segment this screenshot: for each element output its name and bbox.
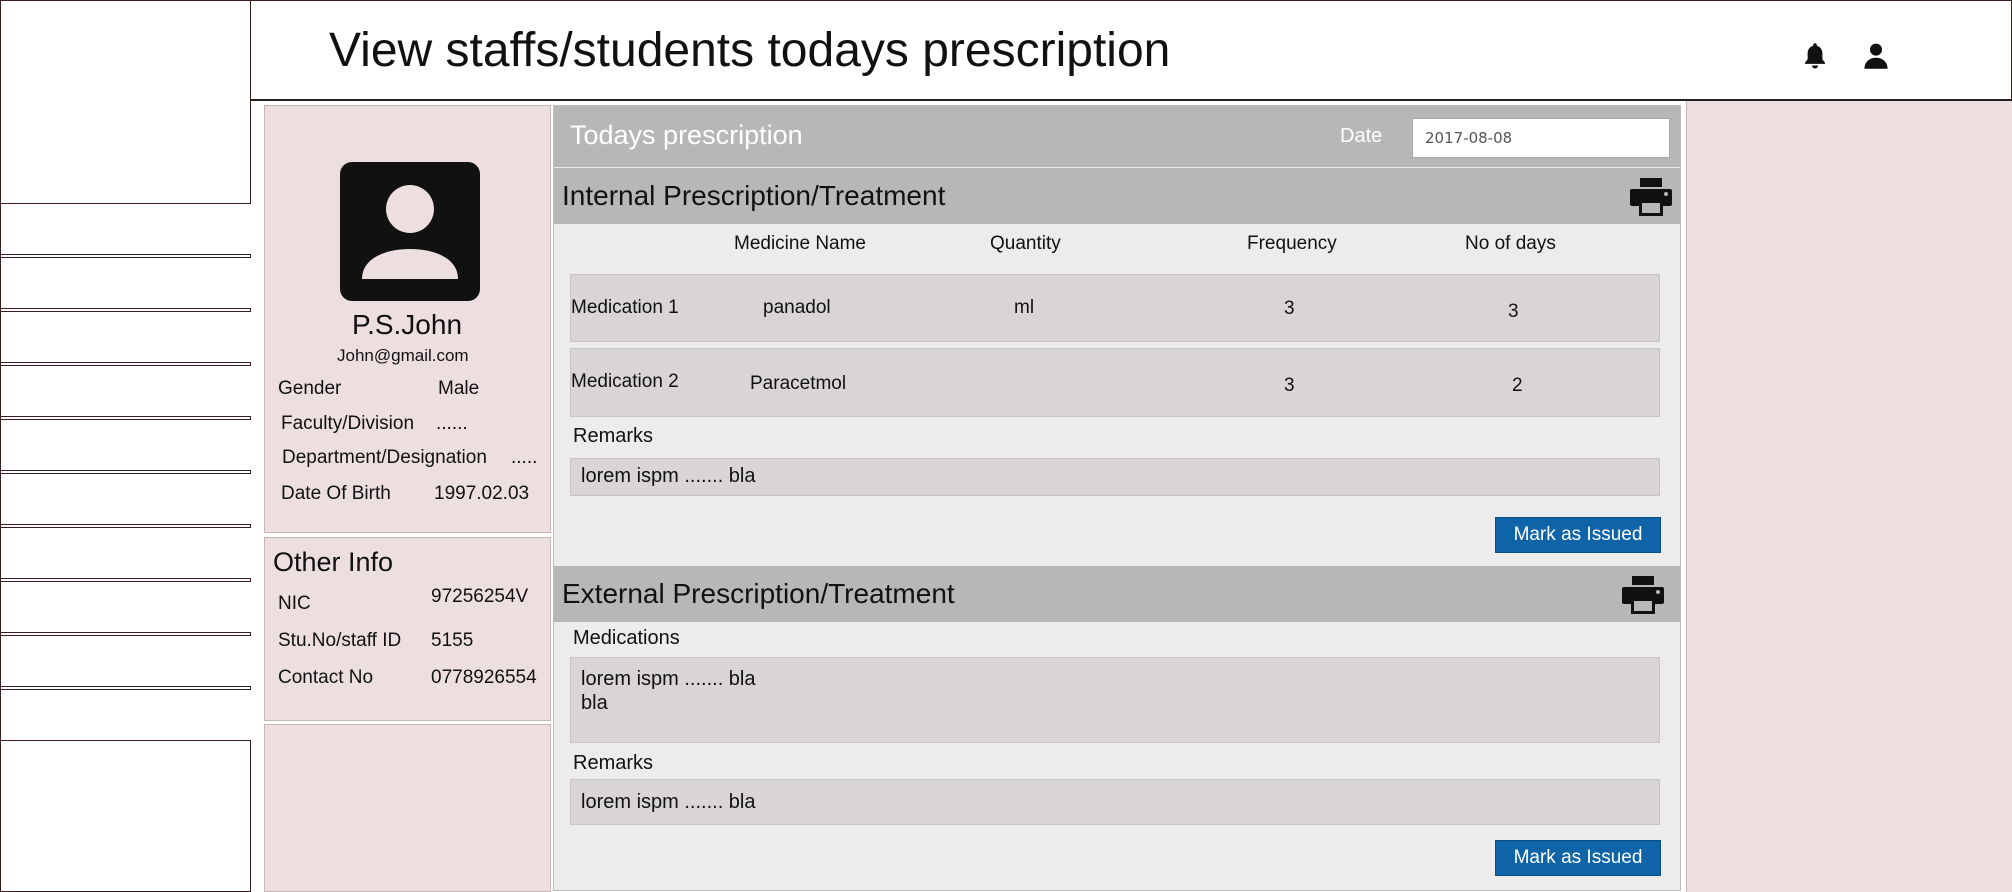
column-header-quantity: Quantity — [990, 233, 1061, 254]
page-title: View staffs/students todays prescription — [329, 24, 1171, 77]
profile-card: P.S.John John@gmail.com Gender Male Facu… — [264, 105, 551, 533]
external-section-title: External Prescription/Treatment — [562, 578, 955, 609]
other-info-title: Other Info — [273, 547, 394, 577]
table-row: Medication 1 panadol ml 3 3 — [570, 274, 1660, 342]
medications-line-1: lorem ispm ....... bla — [581, 668, 756, 690]
printer-icon[interactable] — [1630, 178, 1672, 216]
contact-label: Contact No — [278, 667, 374, 688]
prescription-panel: Todays prescription Date Internal Prescr… — [553, 105, 1681, 891]
medications-line-2: bla — [581, 692, 608, 714]
faculty-value: ...... — [436, 413, 468, 434]
medications-field[interactable]: lorem ispm ....... bla bla — [570, 657, 1660, 743]
sidebar-item-3[interactable] — [1, 311, 251, 363]
faculty-label: Faculty/Division — [281, 413, 415, 434]
column-header-days: No of days — [1465, 233, 1556, 254]
external-section-header: External Prescription/Treatment — [554, 566, 1680, 622]
gender-label: Gender — [278, 378, 342, 399]
prescription-title: Todays prescription — [570, 120, 803, 150]
gender-value: Male — [438, 378, 480, 399]
right-panel — [1686, 101, 2012, 892]
person-icon — [340, 162, 480, 301]
dob-label: Date Of Birth — [281, 483, 391, 504]
external-remarks-label: Remarks — [573, 752, 654, 774]
days: 3 — [1508, 301, 1519, 322]
date-label: Date — [1340, 125, 1383, 147]
department-value: ..... — [511, 447, 538, 468]
internal-section-header: Internal Prescription/Treatment — [554, 168, 1680, 224]
mark-as-issued-button[interactable]: Mark as Issued — [1495, 840, 1661, 876]
contact-value: 0778926554 — [431, 667, 537, 688]
page-header: View staffs/students todays prescription — [250, 0, 2012, 101]
id-value: 5155 — [431, 630, 474, 651]
sidebar-item-8[interactable] — [1, 581, 251, 633]
column-header-frequency: Frequency — [1247, 233, 1337, 254]
printer-icon[interactable] — [1622, 576, 1664, 614]
profile-email: John@gmail.com — [337, 346, 469, 365]
dob-value: 1997.02.03 — [434, 483, 530, 504]
row-label: Medication 1 — [571, 297, 679, 318]
sidebar-item-1[interactable] — [1, 203, 251, 255]
date-input[interactable] — [1412, 118, 1670, 158]
internal-remarks-label: Remarks — [573, 425, 654, 447]
medicine-name: Paracetmol — [750, 373, 847, 394]
nic-label: NIC — [278, 593, 311, 614]
days: 2 — [1512, 375, 1523, 396]
user-icon[interactable] — [1862, 41, 1890, 71]
department-label: Department/Designation — [282, 447, 487, 468]
table-row: Medication 2 Paracetmol 3 2 — [570, 348, 1660, 417]
sidebar-item-2[interactable] — [1, 257, 251, 309]
medicine-name: panadol — [763, 297, 831, 318]
sidebar-item-5[interactable] — [1, 419, 251, 471]
sidebar-item-4[interactable] — [1, 365, 251, 417]
mark-as-issued-button[interactable]: Mark as Issued — [1495, 517, 1661, 553]
frequency: 3 — [1284, 298, 1295, 319]
internal-remarks-field[interactable]: lorem ispm ....... bla — [570, 458, 1660, 496]
quantity: ml — [1014, 297, 1035, 318]
column-header-medicine: Medicine Name — [734, 233, 866, 254]
nic-value: 97256254V — [431, 586, 529, 607]
sidebar — [0, 0, 251, 892]
prescription-header: Todays prescription Date — [554, 106, 1680, 167]
sidebar-item-6[interactable] — [1, 473, 251, 525]
other-info-card: Other Info NIC 97256254V Stu.No/staff ID… — [264, 537, 551, 721]
medications-label: Medications — [573, 627, 680, 649]
sidebar-item-7[interactable] — [1, 527, 251, 579]
frequency: 3 — [1284, 375, 1295, 396]
profile-name: P.S.John — [352, 309, 463, 340]
external-remarks-field[interactable]: lorem ispm ....... bla — [570, 779, 1660, 825]
id-label: Stu.No/staff ID — [278, 630, 402, 651]
sidebar-item-10[interactable] — [1, 689, 251, 741]
row-label: Medication 2 — [571, 371, 679, 392]
bell-icon[interactable] — [1801, 41, 1829, 71]
empty-card — [264, 724, 551, 892]
internal-section-title: Internal Prescription/Treatment — [562, 180, 946, 211]
sidebar-item-9[interactable] — [1, 635, 251, 687]
